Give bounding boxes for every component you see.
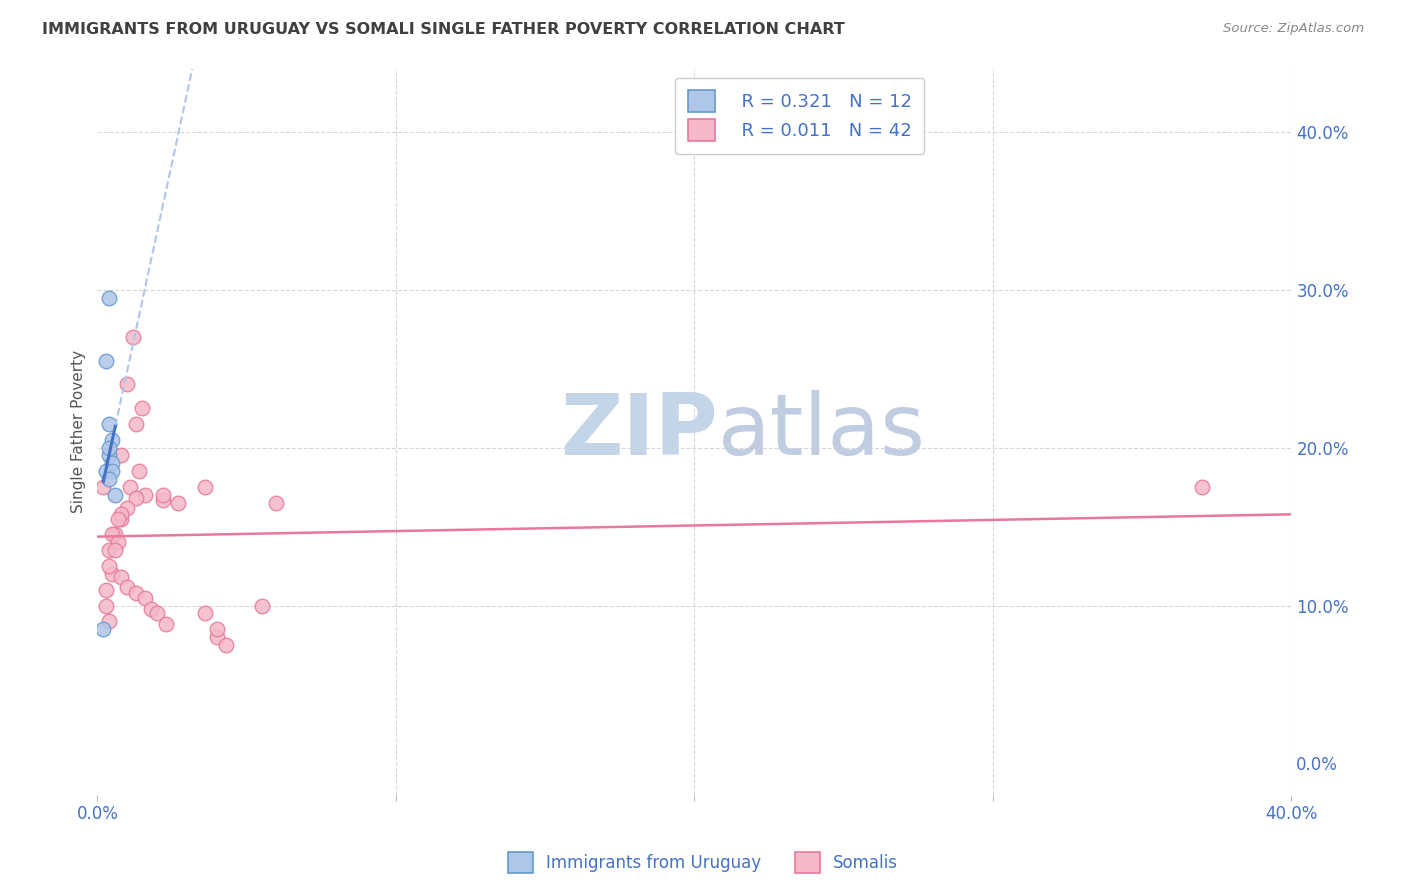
Point <box>152 488 174 502</box>
Point <box>107 511 129 525</box>
Point <box>125 586 148 600</box>
Point <box>139 601 162 615</box>
Point <box>266 496 288 510</box>
Point <box>91 622 114 636</box>
Point <box>115 500 138 515</box>
Point <box>101 433 124 447</box>
Point <box>155 617 177 632</box>
Point <box>98 449 121 463</box>
Y-axis label: Single Father Poverty: Single Father Poverty <box>72 351 86 514</box>
Point <box>250 599 273 613</box>
Point <box>96 599 118 613</box>
Point <box>98 615 121 629</box>
Point <box>110 507 132 521</box>
Point <box>98 417 121 431</box>
Text: Source: ZipAtlas.com: Source: ZipAtlas.com <box>1223 22 1364 36</box>
Point <box>205 630 228 644</box>
Text: atlas: atlas <box>718 391 927 474</box>
Legend:   R = 0.321   N = 12,   R = 0.011   N = 42: R = 0.321 N = 12, R = 0.011 N = 42 <box>675 78 924 154</box>
Point <box>96 582 118 597</box>
Point <box>146 607 169 621</box>
Point <box>104 488 127 502</box>
Point <box>98 472 121 486</box>
Point <box>1191 480 1213 494</box>
Point <box>205 622 228 636</box>
Point <box>101 456 124 470</box>
Point <box>96 464 118 478</box>
Point <box>125 417 148 431</box>
Point <box>98 559 121 574</box>
Legend: Immigrants from Uruguay, Somalis: Immigrants from Uruguay, Somalis <box>502 846 904 880</box>
Point <box>194 607 217 621</box>
Point <box>125 491 148 505</box>
Point <box>101 464 124 478</box>
Point <box>122 330 145 344</box>
Point <box>194 480 217 494</box>
Point <box>107 535 129 549</box>
Point <box>131 401 153 416</box>
Point <box>110 511 132 525</box>
Point <box>91 480 114 494</box>
Point <box>167 496 190 510</box>
Point <box>115 377 138 392</box>
Point <box>101 527 124 541</box>
Point <box>134 591 156 605</box>
Point <box>98 543 121 558</box>
Point <box>110 570 132 584</box>
Point <box>96 353 118 368</box>
Text: ZIP: ZIP <box>561 391 718 474</box>
Point <box>115 580 138 594</box>
Point <box>104 527 127 541</box>
Point <box>104 543 127 558</box>
Point <box>134 488 156 502</box>
Point <box>101 566 124 581</box>
Point <box>120 480 142 494</box>
Point <box>152 492 174 507</box>
Point <box>128 464 150 478</box>
Point <box>98 291 121 305</box>
Point <box>215 638 238 652</box>
Point <box>110 449 132 463</box>
Point <box>98 441 121 455</box>
Text: IMMIGRANTS FROM URUGUAY VS SOMALI SINGLE FATHER POVERTY CORRELATION CHART: IMMIGRANTS FROM URUGUAY VS SOMALI SINGLE… <box>42 22 845 37</box>
